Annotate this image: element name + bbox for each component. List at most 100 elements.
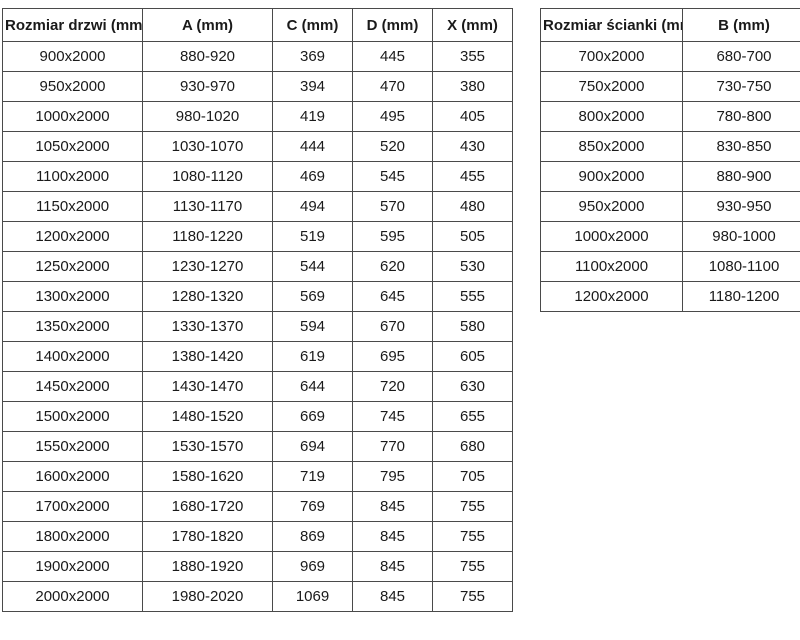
table-row: 1100x2000 1080-1120 469 545 455 bbox=[2, 161, 513, 192]
table-row: 1250x2000 1230-1270 544 620 530 bbox=[2, 251, 513, 282]
table-cell: 800x2000 bbox=[540, 101, 683, 132]
table-cell: 1069 bbox=[272, 581, 353, 612]
table-cell: 1280-1320 bbox=[142, 281, 273, 312]
table-cell: 1300x2000 bbox=[2, 281, 143, 312]
table-cell: 755 bbox=[432, 551, 513, 582]
table-cell: 1680-1720 bbox=[142, 491, 273, 522]
table-cell: 580 bbox=[432, 311, 513, 342]
table-cell: 1450x2000 bbox=[2, 371, 143, 402]
table-cell: 480 bbox=[432, 191, 513, 222]
table-cell: 930-950 bbox=[682, 191, 800, 222]
table-cell: 745 bbox=[352, 401, 433, 432]
table-row: 1500x2000 1480-1520 669 745 655 bbox=[2, 401, 513, 432]
table-cell: 655 bbox=[432, 401, 513, 432]
table-cell: 1550x2000 bbox=[2, 431, 143, 462]
table-cell: 770 bbox=[352, 431, 433, 462]
table-row: 1450x2000 1430-1470 644 720 630 bbox=[2, 371, 513, 402]
table-cell: 445 bbox=[352, 41, 433, 72]
door-table-header-row: Rozmiar drzwi (mm) A (mm) C (mm) D (mm) X (m… bbox=[2, 8, 513, 42]
table-cell: 1400x2000 bbox=[2, 341, 143, 372]
table-cell: 850x2000 bbox=[540, 131, 683, 162]
table-cell: 380 bbox=[432, 71, 513, 102]
table-cell: 1100x2000 bbox=[540, 251, 683, 282]
table-row: 1800x2000 1780-1820 869 845 755 bbox=[2, 521, 513, 552]
table-cell: 1430-1470 bbox=[142, 371, 273, 402]
table-cell: 1000x2000 bbox=[540, 221, 683, 252]
table-cell: 519 bbox=[272, 221, 353, 252]
table-cell: 505 bbox=[432, 221, 513, 252]
table-row: 1550x2000 1530-1570 694 770 680 bbox=[2, 431, 513, 462]
table-cell: 1900x2000 bbox=[2, 551, 143, 582]
table-cell: 1150x2000 bbox=[2, 191, 143, 222]
table-cell: 769 bbox=[272, 491, 353, 522]
table-row: 1400x2000 1380-1420 619 695 605 bbox=[2, 341, 513, 372]
table-cell: 1080-1100 bbox=[682, 251, 800, 282]
table-cell: 720 bbox=[352, 371, 433, 402]
table-cell: 569 bbox=[272, 281, 353, 312]
table-cell: 1800x2000 bbox=[2, 521, 143, 552]
table-cell: 1580-1620 bbox=[142, 461, 273, 492]
table-cell: 755 bbox=[432, 491, 513, 522]
table-row: 1200x2000 1180-1200 bbox=[540, 281, 800, 312]
table-row: 1300x2000 1280-1320 569 645 555 bbox=[2, 281, 513, 312]
table-cell: 680-700 bbox=[682, 41, 800, 72]
table-cell: 755 bbox=[432, 581, 513, 612]
table-cell: 680 bbox=[432, 431, 513, 462]
table-row: 1000x2000 980-1000 bbox=[540, 221, 800, 252]
table-row: 1200x2000 1180-1220 519 595 505 bbox=[2, 221, 513, 252]
column-header: D (mm) bbox=[352, 8, 433, 42]
table-cell: 845 bbox=[352, 581, 433, 612]
table-cell: 544 bbox=[272, 251, 353, 282]
table-cell: 1180-1200 bbox=[682, 281, 800, 312]
column-header: C (mm) bbox=[272, 8, 353, 42]
table-cell: 394 bbox=[272, 71, 353, 102]
table-cell: 1980-2020 bbox=[142, 581, 273, 612]
table-cell: 1350x2000 bbox=[2, 311, 143, 342]
table-cell: 670 bbox=[352, 311, 433, 342]
table-cell: 930-970 bbox=[142, 71, 273, 102]
table-cell: 444 bbox=[272, 131, 353, 162]
table-row: 900x2000 880-920 369 445 355 bbox=[2, 41, 513, 72]
column-header: B (mm) bbox=[682, 8, 800, 42]
table-row: 1000x2000 980-1020 419 495 405 bbox=[2, 101, 513, 132]
wall-size-table: Rozmiar ścianki (mm)B (mm) 700x2000680-7… bbox=[540, 8, 800, 312]
column-header: X (mm) bbox=[432, 8, 513, 42]
table-cell: 1880-1920 bbox=[142, 551, 273, 582]
table-cell: 750x2000 bbox=[540, 71, 683, 102]
table-cell: 455 bbox=[432, 161, 513, 192]
table-cell: 795 bbox=[352, 461, 433, 492]
table-cell: 900x2000 bbox=[540, 161, 683, 192]
table-cell: 950x2000 bbox=[2, 71, 143, 102]
table-row: 1150x2000 1130-1170 494 570 480 bbox=[2, 191, 513, 222]
table-cell: 630 bbox=[432, 371, 513, 402]
table-cell: 705 bbox=[432, 461, 513, 492]
table-cell: 1330-1370 bbox=[142, 311, 273, 342]
table-row: 1700x2000 1680-1720 769 845 755 bbox=[2, 491, 513, 522]
table-row: 1050x2000 1030-1070 444 520 430 bbox=[2, 131, 513, 162]
table-cell: 969 bbox=[272, 551, 353, 582]
table-row: 2000x2000 1980-2020 1069 845 755 bbox=[2, 581, 513, 612]
table-cell: 419 bbox=[272, 101, 353, 132]
table-cell: 2000x2000 bbox=[2, 581, 143, 612]
table-cell: 1050x2000 bbox=[2, 131, 143, 162]
table-cell: 595 bbox=[352, 221, 433, 252]
table-cell: 880-920 bbox=[142, 41, 273, 72]
table-cell: 1380-1420 bbox=[142, 341, 273, 372]
table-cell: 469 bbox=[272, 161, 353, 192]
table-cell: 555 bbox=[432, 281, 513, 312]
table-row: 1100x2000 1080-1100 bbox=[540, 251, 800, 282]
table-cell: 645 bbox=[352, 281, 433, 312]
table-cell: 530 bbox=[432, 251, 513, 282]
table-cell: 369 bbox=[272, 41, 353, 72]
table-cell: 545 bbox=[352, 161, 433, 192]
table-cell: 700x2000 bbox=[540, 41, 683, 72]
table-cell: 980-1020 bbox=[142, 101, 273, 132]
table-cell: 845 bbox=[352, 551, 433, 582]
table-cell: 1180-1220 bbox=[142, 221, 273, 252]
table-cell: 1130-1170 bbox=[142, 191, 273, 222]
table-cell: 1700x2000 bbox=[2, 491, 143, 522]
table-row: 1900x2000 1880-1920 969 845 755 bbox=[2, 551, 513, 582]
table-cell: 1080-1120 bbox=[142, 161, 273, 192]
table-cell: 695 bbox=[352, 341, 433, 372]
